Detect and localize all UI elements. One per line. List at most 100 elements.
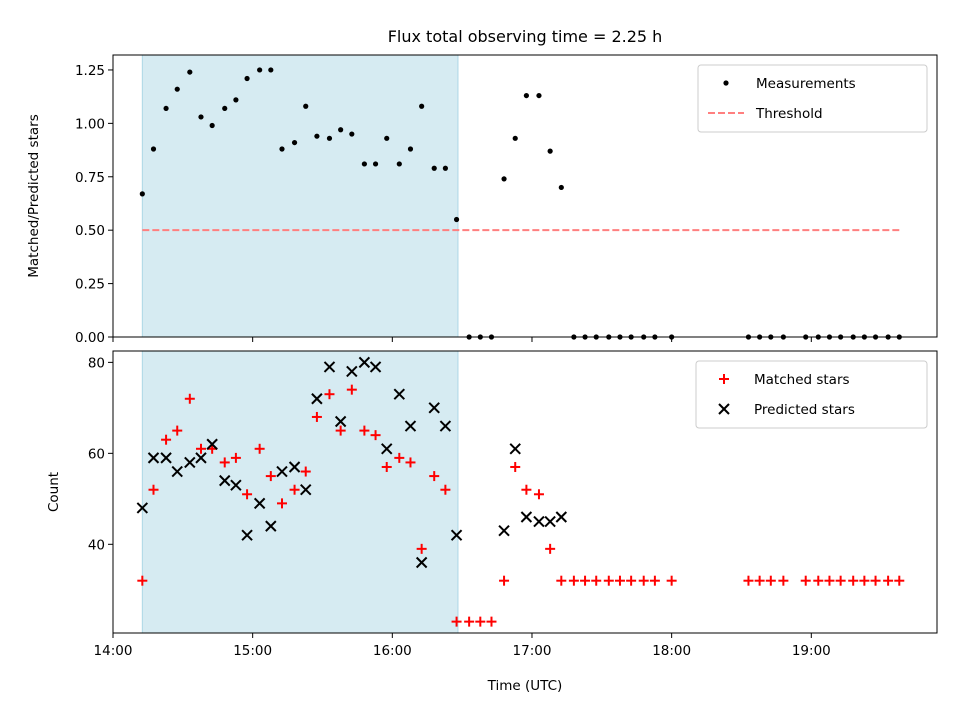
legend-matched-marker (719, 374, 729, 384)
predicted-star-point-b (450, 529, 463, 541)
matched-star-point (276, 498, 287, 509)
predicted-star-point (147, 452, 160, 464)
measurement-point (384, 135, 390, 141)
measurement-point (442, 165, 448, 171)
bottom-legend-box (695, 360, 928, 429)
matched-star-point (510, 461, 521, 472)
matched-star-point (381, 461, 392, 472)
bottom-panel: 40 60 80 14:00 15:00 16:00 17:00 18:00 19:00 Co… (46, 350, 938, 694)
measurement-point (419, 103, 425, 109)
predicted-star-point (230, 479, 242, 491)
matched-star-point (649, 575, 660, 586)
measurement-point (501, 176, 507, 182)
matched-star-point (545, 543, 556, 554)
predicted-star-point-b (544, 515, 556, 528)
predicted-star-point (195, 452, 207, 464)
top-y-tick-label: 0.50 (75, 223, 105, 239)
legend-label: Measurements (756, 76, 856, 92)
legend-label: Threshold (755, 106, 823, 122)
legend-label: Matched stars (754, 372, 850, 388)
top-legend-box (697, 64, 928, 133)
matched-star-point (172, 425, 183, 436)
matched-star-point (533, 489, 544, 500)
predicted-star-point (404, 420, 417, 432)
matched-star-point (184, 393, 195, 404)
matched-star-point (394, 452, 405, 463)
predicted-star-point-b (219, 474, 231, 487)
measurement-point (244, 75, 250, 82)
matched-star-point (300, 466, 311, 477)
matched-star-point (870, 575, 881, 586)
matched-star-point (324, 389, 335, 400)
measurement-point (209, 122, 215, 129)
matched-star-point (440, 484, 451, 495)
top-y-tick-label: 0.25 (75, 277, 105, 293)
x-tick-label: 16:00 (373, 643, 412, 659)
matched-star-point (265, 471, 276, 482)
predicted-star-point-b (346, 365, 358, 378)
measurement-point (338, 127, 344, 133)
matched-star-point (743, 575, 754, 586)
predicted-star-point-b (195, 452, 207, 464)
legend-predicted-marker (718, 403, 730, 415)
measurement-point (361, 161, 367, 167)
matched-star-point (499, 575, 510, 586)
predicted-star-point (265, 520, 277, 532)
matched-star-point (137, 575, 148, 586)
top-y-tick-label: 1.00 (75, 116, 105, 132)
matched-star-point (883, 575, 894, 586)
measurement-point (314, 133, 320, 139)
predicted-star-point (393, 388, 406, 400)
predicted-star-point (439, 420, 452, 432)
matched-star-point (475, 616, 486, 627)
measurement-point (163, 105, 169, 112)
predicted-star-point-b (498, 524, 510, 537)
x-tick-label: 18:00 (652, 643, 691, 659)
predicted-star-point-b (136, 502, 149, 514)
matched-star-point (161, 434, 172, 445)
matched-star-point (813, 575, 824, 586)
predicted-star-point-b (369, 361, 382, 373)
measurement-point (349, 131, 355, 137)
predicted-star-point (253, 497, 266, 510)
x-tick-label: 19:00 (792, 643, 831, 659)
predicted-star-point-b (253, 497, 266, 510)
matched-star-point (591, 575, 602, 586)
matched-star-point (148, 484, 159, 495)
legend-label: Predicted stars (754, 402, 855, 418)
matched-star-point (370, 430, 381, 441)
bottom-y-tick-label: 40 (88, 537, 105, 553)
predicted-star-point (206, 438, 218, 450)
predicted-star-point (288, 461, 301, 473)
predicted-star-point (219, 474, 231, 487)
bottom-y-axis-label: Count (46, 472, 62, 512)
matched-star-point (800, 575, 811, 586)
bottom-observing-span (141, 350, 459, 634)
predicted-star-point-b (439, 420, 452, 432)
matched-star-point (580, 575, 591, 586)
matched-star-point (824, 575, 835, 586)
predicted-star-point (323, 361, 336, 373)
predicted-star-point (533, 515, 545, 528)
predicted-star-point-b (393, 388, 406, 400)
predicted-star-point (555, 511, 568, 523)
legend-predicted-marker-b (718, 403, 730, 415)
measurement-point (547, 148, 553, 154)
predicted-star-point-b (381, 443, 393, 455)
predicted-star-point (346, 365, 358, 378)
predicted-star-point-b (555, 511, 568, 523)
matched-star-point (242, 489, 253, 500)
measurement-point (407, 146, 414, 152)
matched-star-point (416, 543, 427, 554)
predicted-star-point (311, 393, 323, 405)
measurement-point (512, 135, 518, 141)
predicted-star-point-b (300, 484, 312, 496)
matched-star-point (859, 575, 870, 586)
measurement-point (222, 105, 228, 112)
matched-star-point (195, 443, 206, 454)
predicted-star-point-b (509, 443, 521, 455)
top-legend: Measurements Threshold (697, 64, 928, 133)
matched-star-point (429, 471, 440, 482)
predicted-star-point (276, 465, 288, 478)
